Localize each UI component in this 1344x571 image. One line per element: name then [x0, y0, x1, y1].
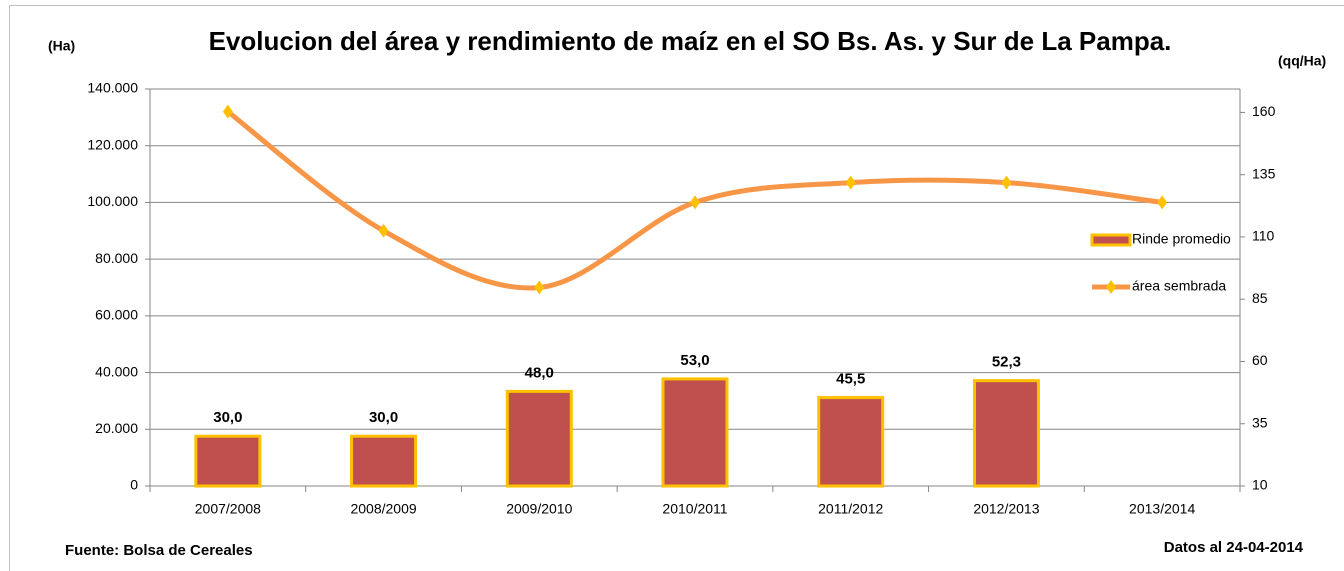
- bar: [817, 396, 885, 488]
- data-label: 30,0: [213, 409, 242, 426]
- y2-tick-label: 135: [1252, 165, 1276, 181]
- data-label: 53,0: [680, 352, 709, 369]
- x-tick-label: 2012/2013: [973, 501, 1039, 517]
- bar: [350, 434, 418, 488]
- legend-swatch: [1090, 233, 1132, 247]
- bar: [505, 389, 573, 488]
- legend-marker: [1106, 280, 1116, 294]
- marker: [1001, 175, 1012, 190]
- date-note: Datos al 24-04-2014: [1164, 539, 1304, 556]
- legend-label: área sembrada: [1132, 278, 1226, 294]
- data-label: 45,5: [836, 371, 865, 388]
- x-tick-label: 2011/2012: [818, 501, 883, 517]
- x-tick-label: 2009/2010: [506, 501, 572, 517]
- x-tick-label: 2013/2014: [1129, 501, 1195, 517]
- x-tick-label: 2010/2011: [662, 501, 727, 517]
- y-tick-label: 60.000: [95, 307, 138, 323]
- y2-tick-label: 160: [1252, 103, 1276, 119]
- y-tick-label: 120.000: [87, 136, 138, 152]
- legend-label: Rinde promedio: [1132, 231, 1231, 247]
- data-label: 52,3: [992, 354, 1021, 371]
- data-label: 30,0: [369, 409, 398, 426]
- bar: [194, 434, 262, 488]
- y2-axis-label: (qq/Ha): [1278, 53, 1326, 69]
- marker: [845, 175, 856, 190]
- x-tick-label: 2008/2009: [350, 501, 416, 517]
- y-tick-label: 0: [130, 477, 138, 493]
- y2-tick-label: 110: [1252, 228, 1275, 244]
- chart-title: Evolucion del área y rendimiento de maíz…: [209, 26, 1172, 56]
- y-tick-label: 20.000: [95, 420, 138, 436]
- y-tick-label: 40.000: [95, 363, 138, 379]
- source-note: Fuente: Bolsa de Cereales: [65, 542, 253, 559]
- bar: [661, 377, 729, 488]
- y-axis-label: (Ha): [48, 38, 75, 54]
- y-tick-label: 140.000: [87, 80, 138, 96]
- y2-tick-label: 60: [1252, 352, 1268, 368]
- chart-frame: [9, 5, 1344, 571]
- y-tick-label: 100.000: [87, 193, 138, 209]
- data-label: 48,0: [525, 364, 554, 381]
- marker: [690, 195, 700, 210]
- marker: [378, 223, 389, 238]
- y2-tick-label: 85: [1252, 290, 1268, 306]
- marker: [534, 280, 545, 295]
- x-tick-label: 2007/2008: [195, 501, 261, 517]
- y-tick-label: 80.000: [95, 250, 138, 266]
- y2-tick-label: 35: [1252, 414, 1268, 430]
- y2-tick-label: 10: [1252, 477, 1268, 493]
- marker: [1157, 195, 1168, 210]
- bar: [972, 379, 1040, 488]
- marker: [222, 104, 233, 119]
